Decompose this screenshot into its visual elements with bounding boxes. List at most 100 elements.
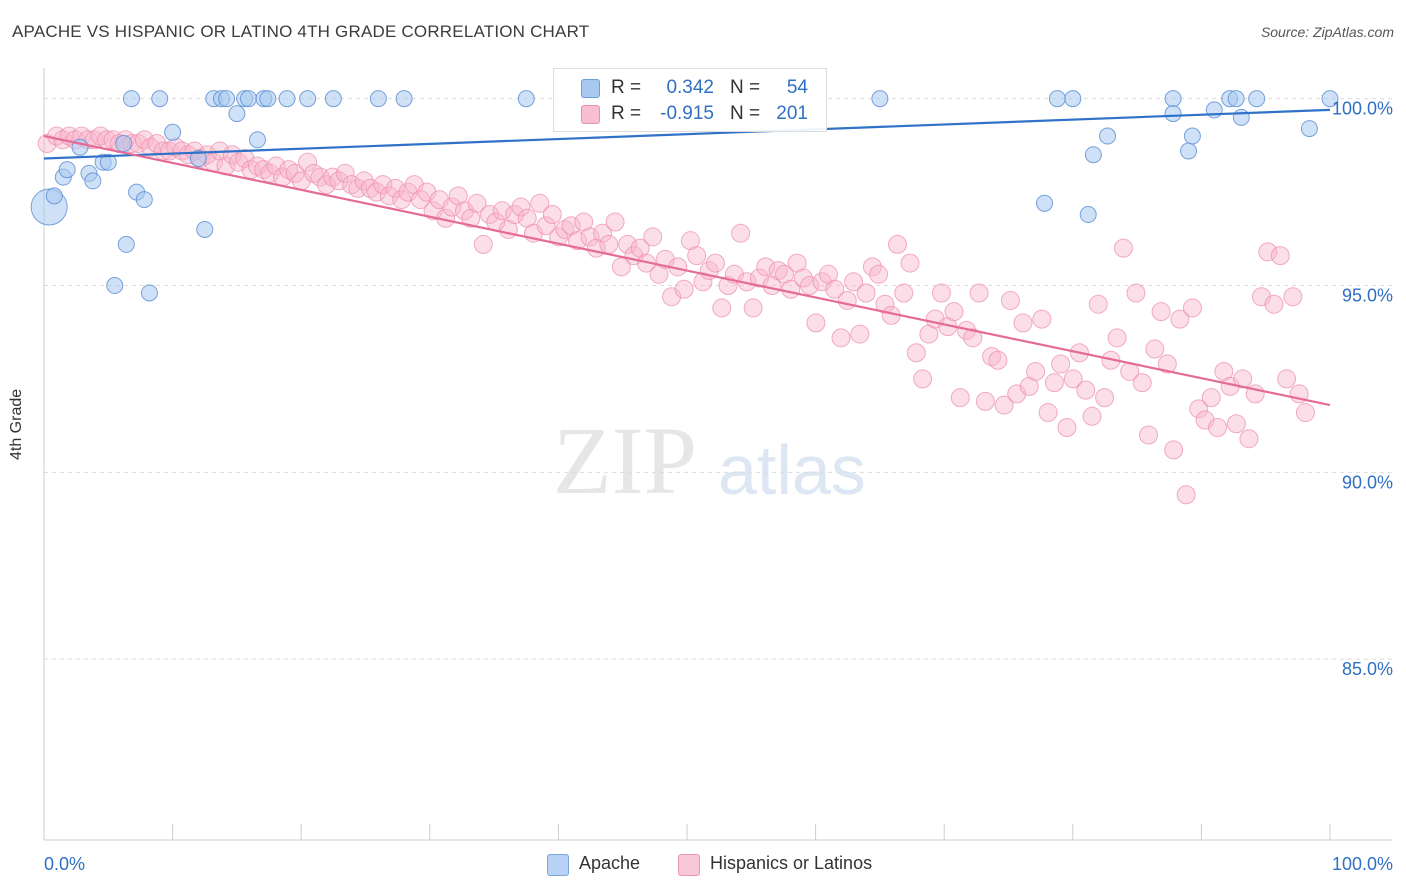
hispanic-point: [1026, 361, 1046, 381]
hispanic-point: [674, 279, 694, 299]
apache-point: [248, 131, 266, 149]
hispanic-point: [467, 193, 487, 213]
hispanic-point: [806, 313, 826, 333]
hispanic-point: [354, 171, 374, 191]
apache-swatch: [581, 79, 600, 98]
r-value: -0.915: [660, 103, 714, 124]
apache-point: [140, 284, 158, 302]
apache-point: [1180, 142, 1198, 160]
apache-point: [1036, 194, 1054, 212]
x-tick-label: 0.0%: [44, 854, 85, 874]
hispanic-point: [887, 234, 907, 254]
apache-point: [115, 135, 133, 153]
apache-point: [1321, 90, 1339, 108]
apache-point: [1227, 90, 1245, 108]
apache-point: [517, 90, 535, 108]
hispanic-point: [1038, 403, 1058, 423]
source-label: Source: ZipAtlas.com: [1260, 24, 1394, 40]
hispanic-point: [442, 197, 462, 217]
hispanic-point: [141, 137, 161, 157]
hispanic-point: [1189, 399, 1209, 419]
hispanic-point: [392, 190, 412, 210]
hispanic-point: [1000, 290, 1020, 310]
hispanic-point: [511, 197, 531, 217]
hispanic-point: [385, 178, 405, 198]
hispanic-point: [304, 163, 324, 183]
apache-point: [395, 90, 413, 108]
hispanic-point: [1139, 425, 1159, 445]
hispanic-point: [279, 160, 299, 180]
hispanic-point: [906, 343, 926, 363]
apache-point: [151, 90, 169, 108]
hispanic-point: [982, 347, 1002, 367]
hispanic-point: [894, 283, 914, 303]
apache-point: [218, 90, 236, 108]
r-value: 0.342: [666, 77, 714, 98]
hispanic-point: [266, 156, 286, 176]
hispanic-swatch: [581, 105, 600, 124]
hispanic-point: [379, 186, 399, 206]
hispanic-point: [373, 175, 393, 195]
hispanic-point: [285, 163, 305, 183]
chart-title: APACHE VS HISPANIC OR LATINO 4TH GRADE C…: [12, 22, 590, 41]
hispanic-points: [37, 126, 1315, 505]
watermark-atlas: atlas: [718, 431, 866, 509]
legend-row-hispanic: R = -0.915 N = 201: [554, 101, 826, 127]
apache-point: [1048, 90, 1066, 108]
hispanic-point: [1057, 418, 1077, 438]
n-value: 54: [786, 77, 808, 98]
hispanic-point: [1170, 309, 1190, 329]
hispanic-point: [599, 234, 619, 254]
apache-point: [1084, 146, 1102, 164]
y-axis-label: 4th Grade: [8, 388, 25, 460]
apache-point: [117, 235, 135, 253]
apache-points: [30, 90, 1339, 302]
apache-point: [189, 149, 207, 167]
apache-point: [122, 90, 140, 108]
hispanic-point: [555, 219, 575, 239]
hispanic-point: [1157, 354, 1177, 374]
watermark-zip: ZIP: [553, 407, 697, 514]
apache-point: [58, 161, 76, 179]
hispanic-point: [900, 253, 920, 273]
hispanic-point: [1151, 302, 1171, 322]
hispanic-point: [480, 205, 500, 225]
hispanic-point: [1295, 403, 1315, 423]
correlation-legend: R = 0.342 N = 54 R = -0.915 N = 201: [553, 68, 827, 132]
apache-point: [84, 172, 102, 190]
hispanic-point: [1208, 418, 1228, 438]
hispanic-point: [1088, 294, 1108, 314]
hispanic-point: [492, 201, 512, 221]
hispanic-point: [1270, 246, 1290, 266]
n-label: N =: [730, 103, 761, 124]
apache-point: [45, 187, 63, 205]
hispanic-point: [1063, 369, 1083, 389]
y-tick-label: 95.0%: [1342, 286, 1393, 306]
apache-point: [106, 277, 124, 295]
hispanic-point: [1113, 238, 1133, 258]
y-tick-label: 90.0%: [1342, 472, 1393, 492]
hispanic-point: [1145, 339, 1165, 359]
hispanic-point: [1182, 298, 1202, 318]
axes: [43, 68, 1392, 841]
hispanic-point: [329, 171, 349, 191]
hispanic-legend-label: Hispanics or Latinos: [710, 853, 873, 873]
hispanic-point: [505, 205, 525, 225]
apache-trend-line: [43, 108, 1331, 160]
hispanic-point: [687, 246, 707, 266]
hispanic-point: [411, 190, 431, 210]
r-label: R =: [611, 103, 642, 124]
hispanic-point: [944, 302, 964, 322]
hispanic-point: [1095, 388, 1115, 408]
apache-point: [99, 153, 117, 171]
hispanic-point: [837, 290, 857, 310]
hispanic-point: [875, 294, 895, 314]
hispanic-point: [988, 350, 1008, 370]
hispanic-point: [913, 369, 933, 389]
apache-point: [369, 90, 387, 108]
r-label: R =: [611, 77, 642, 98]
hispanic-point: [1051, 354, 1071, 374]
hispanic-point: [800, 276, 820, 296]
hispanic-point: [1032, 309, 1052, 329]
hispanic-point: [1076, 380, 1096, 400]
